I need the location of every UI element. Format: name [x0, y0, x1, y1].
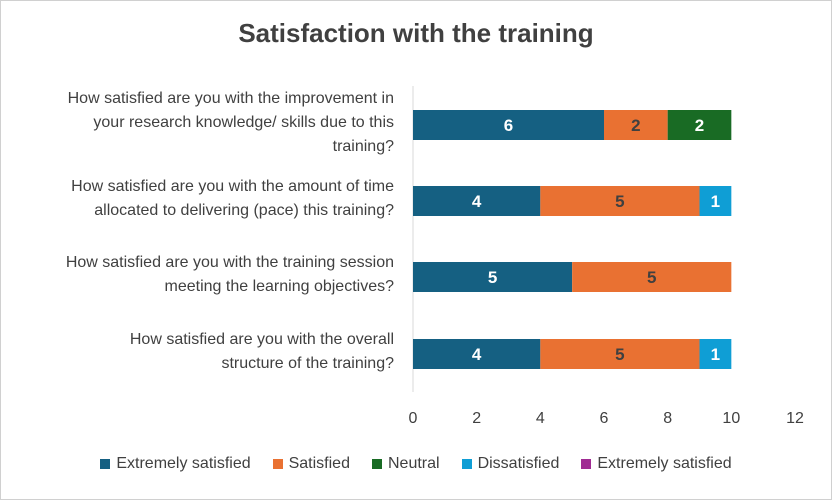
legend-label: Extremely satisfied — [116, 455, 251, 472]
legend-item: Extremely satisfied — [100, 455, 251, 473]
category-label: How satisfied are you with the amount of… — [0, 175, 394, 223]
category-label-line: How satisfied are you with the amount of… — [71, 178, 394, 195]
bar-segment — [572, 262, 732, 292]
bar-segment — [540, 339, 700, 369]
legend-swatch — [371, 459, 382, 469]
data-label: 5 — [615, 192, 624, 211]
legend-label: Satisfied — [288, 455, 350, 472]
bar-segment — [604, 110, 668, 140]
legend-swatch — [272, 459, 283, 469]
category-label-line: structure of the training? — [221, 355, 394, 372]
x-tick-label: 10 — [722, 410, 741, 427]
legend-item: Satisfied — [272, 455, 350, 473]
data-label: 1 — [711, 345, 720, 364]
legend-item: Neutral — [371, 455, 440, 473]
legend: Extremely satisfied Satisfied Neutral Dissa… — [0, 455, 832, 473]
category-label: How satisfied are you with the overall st… — [0, 328, 394, 376]
data-label: 5 — [615, 345, 624, 364]
category-label-line: How satisfied are you with the improveme… — [67, 90, 394, 107]
data-label: 5 — [488, 268, 497, 287]
bar-segment — [667, 110, 732, 140]
x-tick-label: 6 — [599, 410, 609, 427]
data-label: 5 — [647, 268, 656, 287]
category-label-line: How satisfied are you with the overall — [129, 331, 394, 348]
x-tick-label: 2 — [472, 410, 482, 427]
chart-title: Satisfaction with the training — [238, 18, 594, 48]
category-label-line: training? — [332, 138, 394, 155]
data-label: 2 — [631, 116, 640, 135]
category-label-line: allocated to delivering (pace) this trai… — [94, 202, 394, 219]
category-label-line: meeting the learning objectives? — [164, 278, 394, 295]
bar-segment — [699, 186, 732, 216]
x-tick-label: 12 — [786, 410, 804, 427]
legend-label: Neutral — [387, 455, 440, 472]
category-label-line: How satisfied are you with the training … — [65, 254, 394, 271]
legend-swatch — [581, 459, 592, 469]
data-label: 4 — [472, 192, 482, 211]
bar-segment — [699, 339, 732, 369]
x-tick-label: 8 — [663, 410, 673, 427]
bar-segment — [413, 339, 541, 369]
data-label: 2 — [695, 116, 704, 135]
bar-segment — [540, 186, 700, 216]
x-tick-label: 0 — [408, 410, 418, 427]
category-label: How satisfied are you with the improveme… — [0, 87, 394, 159]
legend-item: Extremely satisfied — [581, 455, 732, 473]
data-label: 6 — [504, 116, 513, 135]
legend-item: Dissatisfied — [461, 455, 560, 473]
legend-swatch — [461, 459, 472, 469]
data-label: 1 — [711, 192, 720, 211]
bar-segment — [413, 110, 604, 140]
category-label: How satisfied are you with the training … — [0, 251, 394, 299]
bar-segment — [413, 262, 573, 292]
data-label: 4 — [472, 345, 482, 364]
legend-label: Dissatisfied — [477, 455, 560, 472]
legend-label: Extremely satisfied — [597, 455, 732, 472]
x-tick-label: 4 — [535, 410, 545, 427]
legend-swatch — [100, 459, 111, 469]
category-label-line: your research knowledge/ skills due to t… — [93, 114, 394, 131]
bar-segment — [413, 186, 541, 216]
